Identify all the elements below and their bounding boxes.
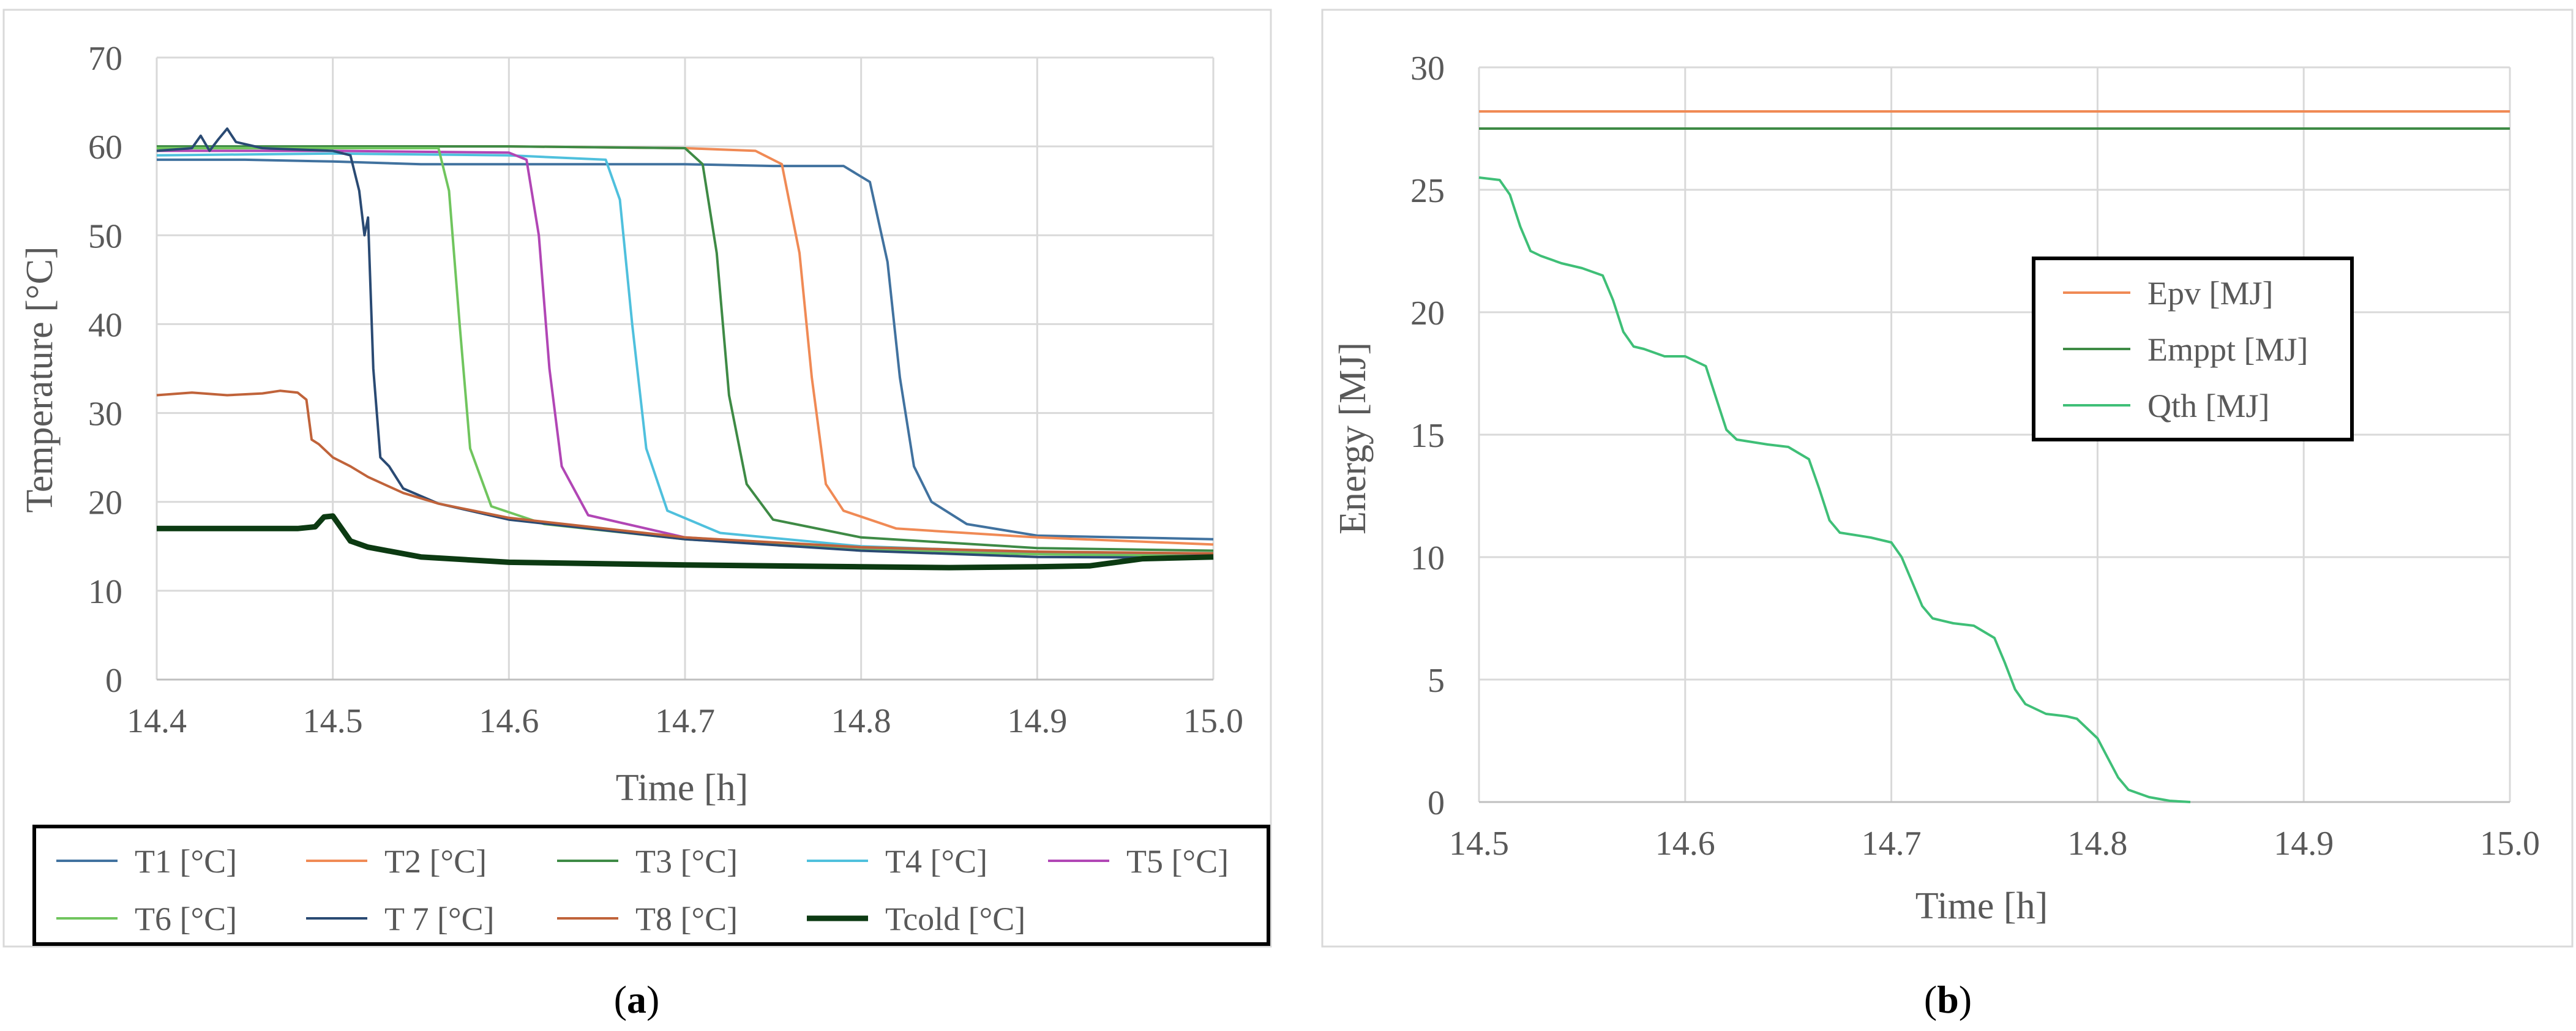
panel-b-frame	[1321, 9, 2574, 948]
a-y-tick-label: 40	[88, 306, 122, 344]
panel-a-y-axis-label: Temperature [°C]	[19, 246, 61, 512]
b-x-tick-label: 14.9	[2274, 825, 2334, 863]
panel-b-series	[1478, 110, 2510, 803]
panel-b: 0 5 10 15 20 25 30 14.5 14.6 14.7 14.8 14.9 15.0 En…	[1321, 9, 2574, 948]
panel-b-legend: Epv [MJ] Emppt [MJ] Qth [MJ]	[2063, 275, 2308, 424]
a-legend-label-6: T 7 [°C]	[384, 901, 495, 937]
b-x-tick-label: 14.7	[1862, 825, 1922, 863]
b-y-tick-label: 5	[1428, 662, 1445, 700]
a-y-tick-label: 70	[88, 40, 122, 78]
a-x-tick-label: 14.5	[303, 702, 363, 740]
panel-a-series	[156, 127, 1214, 571]
b-y-tick-label: 20	[1410, 294, 1445, 332]
panel-b-caption-letter: b	[1937, 978, 1959, 1021]
b-legend-label-0: Epv [MJ]	[2147, 275, 2273, 312]
b-series-line-2	[1478, 176, 2191, 803]
b-y-tick-label: 10	[1410, 539, 1445, 577]
a-y-tick-label: 60	[88, 129, 122, 167]
a-series-line-7	[156, 389, 1214, 555]
b-y-tick-label: 30	[1410, 50, 1445, 88]
a-series-line-8	[157, 513, 1214, 571]
b-legend-label-1: Emppt [MJ]	[2147, 331, 2308, 368]
panel-a-x-axis-label: Time [h]	[616, 767, 748, 809]
panel-b-x-axis-label: Time [h]	[1915, 885, 2048, 927]
a-x-tick-label: 14.9	[1007, 702, 1067, 740]
b-x-tick-label: 14.8	[2067, 825, 2127, 863]
a-legend-label-2: T3 [°C]	[635, 843, 738, 880]
panel-a-caption-letter: a	[627, 978, 646, 1021]
a-legend-label-0: T1 [°C]	[135, 843, 237, 880]
a-legend-label-1: T2 [°C]	[384, 843, 487, 880]
a-x-tick-label: 14.6	[479, 702, 539, 740]
a-legend-label-8: Tcold [°C]	[885, 901, 1025, 937]
a-series-line-0	[157, 158, 1214, 541]
panel-a-frame	[2, 9, 1272, 948]
panel-b-y-tick-labels: 0 5 10 15 20 25 30	[1410, 50, 1445, 822]
a-x-tick-label: 14.8	[831, 702, 891, 740]
panel-a-legend: T1 [°C] T2 [°C] T3 [°C] T4 [°C] T5 [°C] T6 [°…	[56, 843, 1229, 937]
a-legend-label-7: T8 [°C]	[635, 901, 738, 937]
panel-a-caption: (a)	[614, 978, 660, 1021]
a-x-tick-label: 14.7	[655, 702, 715, 740]
a-y-tick-label: 50	[88, 217, 122, 255]
a-y-tick-label: 30	[88, 396, 122, 433]
b-x-tick-label: 15.0	[2480, 825, 2540, 863]
a-y-tick-label: 10	[88, 573, 122, 611]
a-y-tick-label: 0	[105, 662, 122, 700]
b-y-tick-label: 25	[1410, 172, 1445, 210]
a-x-tick-label: 14.4	[127, 702, 187, 740]
a-x-tick-label: 15.0	[1183, 702, 1243, 740]
panel-a-legend-box	[32, 825, 1270, 946]
panel-b-caption: (b)	[1924, 978, 1972, 1021]
b-y-tick-label: 15	[1410, 417, 1445, 455]
panel-b-x-tick-labels: 14.5 14.6 14.7 14.8 14.9 15.0	[1449, 825, 2540, 863]
b-legend-label-2: Qth [MJ]	[2147, 388, 2270, 424]
panel-a: 0 10 20 30 40 50 60 70 14.4 14.5 14.6 14.7 14.8 14.9…	[2, 9, 1272, 948]
a-legend-label-5: T6 [°C]	[135, 901, 237, 937]
panel-a-y-tick-labels: 0 10 20 30 40 50 60 70	[88, 40, 122, 700]
a-legend-label-3: T4 [°C]	[885, 843, 987, 880]
a-legend-label-4: T5 [°C]	[1126, 843, 1229, 880]
a-series-line-2	[157, 145, 1214, 552]
b-y-tick-label: 0	[1428, 784, 1445, 822]
a-series-line-6	[156, 127, 1214, 560]
b-x-tick-label: 14.6	[1655, 825, 1715, 863]
a-y-tick-label: 20	[88, 484, 122, 522]
panel-a-x-tick-labels: 14.4 14.5 14.6 14.7 14.8 14.9 15.0	[127, 702, 1243, 740]
b-x-tick-label: 14.5	[1449, 825, 1509, 863]
panel-b-y-axis-label: Energy [MJ]	[1332, 342, 1374, 534]
